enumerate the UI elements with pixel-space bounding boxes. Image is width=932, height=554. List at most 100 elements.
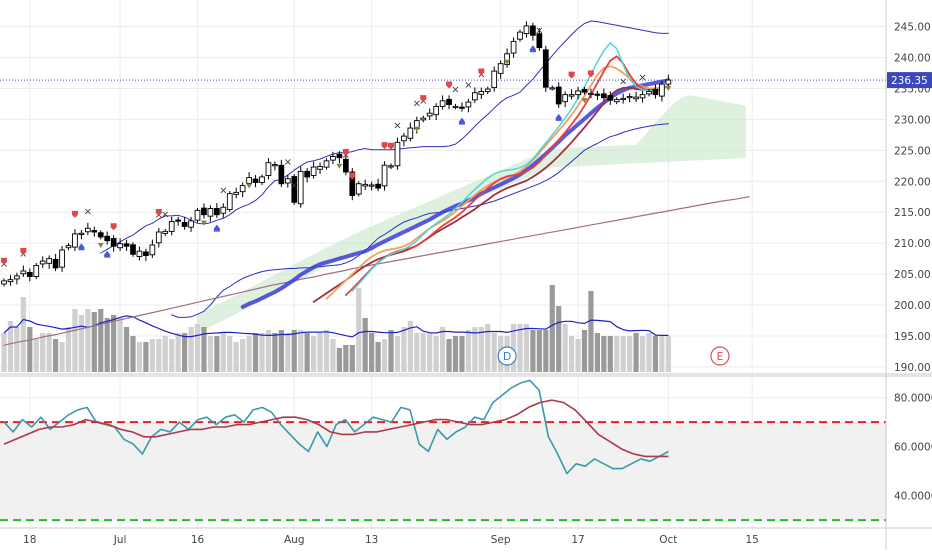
candle-body[interactable] xyxy=(297,170,304,205)
candle-body[interactable] xyxy=(323,160,330,168)
candle-body[interactable] xyxy=(394,141,401,167)
candle-body[interactable] xyxy=(104,235,111,242)
candle-body[interactable] xyxy=(510,40,517,54)
candle-body[interactable] xyxy=(343,158,349,173)
candle-body[interactable] xyxy=(659,83,665,97)
candle-body[interactable] xyxy=(304,170,311,178)
candle-body[interactable] xyxy=(59,249,65,268)
candle-body[interactable] xyxy=(233,191,240,195)
candle-body[interactable] xyxy=(465,101,472,108)
candle-body[interactable] xyxy=(123,243,130,247)
candle-body[interactable] xyxy=(46,258,53,264)
candle-body[interactable] xyxy=(652,88,659,96)
candle-body[interactable] xyxy=(362,183,369,187)
candle-body[interactable] xyxy=(420,117,427,121)
candle-body[interactable] xyxy=(542,49,549,88)
candle-body[interactable] xyxy=(246,177,252,184)
candle-body[interactable] xyxy=(149,244,156,256)
candle-body[interactable] xyxy=(613,99,620,103)
candle-body[interactable] xyxy=(426,112,433,117)
candle-body[interactable] xyxy=(194,209,201,221)
candle-body[interactable] xyxy=(626,96,633,99)
candle-body[interactable] xyxy=(562,94,569,103)
candle-body[interactable] xyxy=(310,166,317,176)
candle-body[interactable] xyxy=(284,178,291,184)
candle-body[interactable] xyxy=(491,70,498,89)
candle-body[interactable] xyxy=(213,208,220,216)
candle-body[interactable] xyxy=(401,135,407,142)
candle-body[interactable] xyxy=(575,90,581,96)
candle-body[interactable] xyxy=(239,185,246,193)
candle-body[interactable] xyxy=(459,106,465,109)
candle-body[interactable] xyxy=(84,227,91,233)
candle-body[interactable] xyxy=(207,208,214,217)
earnings-event-icon[interactable] xyxy=(710,346,730,366)
candle-body[interactable] xyxy=(549,87,556,90)
candle-body[interactable] xyxy=(91,230,98,233)
candle-body[interactable] xyxy=(497,63,504,74)
candle-body[interactable] xyxy=(581,88,588,93)
candle-body[interactable] xyxy=(143,251,149,256)
candle-body[interactable] xyxy=(1,280,7,285)
candle-body[interactable] xyxy=(594,93,601,96)
candle-body[interactable] xyxy=(130,244,136,255)
candle-body[interactable] xyxy=(39,260,46,265)
candle-body[interactable] xyxy=(117,243,123,249)
panel-divider[interactable] xyxy=(0,373,932,377)
candle-body[interactable] xyxy=(272,164,278,167)
candle-body[interactable] xyxy=(633,96,639,100)
candle-body[interactable] xyxy=(439,100,446,107)
candle-body[interactable] xyxy=(452,105,459,109)
candle-body[interactable] xyxy=(265,162,272,176)
candle-body[interactable] xyxy=(97,232,104,238)
candle-body[interactable] xyxy=(472,92,478,101)
candle-body[interactable] xyxy=(568,94,575,97)
candle-body[interactable] xyxy=(517,31,523,40)
candle-body[interactable] xyxy=(601,93,607,99)
candle-body[interactable] xyxy=(446,98,452,105)
candle-body[interactable] xyxy=(252,178,259,183)
candle-body[interactable] xyxy=(65,245,72,249)
dividend-event-icon[interactable] xyxy=(497,346,517,366)
candle-body[interactable] xyxy=(7,279,14,283)
candle-body[interactable] xyxy=(375,183,381,189)
candle-body[interactable] xyxy=(136,250,143,257)
candle-body[interactable] xyxy=(291,176,298,203)
candle-body[interactable] xyxy=(388,165,394,168)
candle-body[interactable] xyxy=(201,207,207,216)
candle-body[interactable] xyxy=(168,221,175,232)
candle-body[interactable] xyxy=(259,176,265,183)
candle-body[interactable] xyxy=(433,105,440,116)
candle-body[interactable] xyxy=(220,206,227,214)
candle-body[interactable] xyxy=(530,25,536,36)
candle-body[interactable] xyxy=(226,193,233,210)
candle-body[interactable] xyxy=(555,86,562,105)
candle-body[interactable] xyxy=(33,264,40,278)
candle-body[interactable] xyxy=(78,232,85,235)
candle-body[interactable] xyxy=(72,233,78,248)
candle-body[interactable] xyxy=(162,230,169,234)
candle-body[interactable] xyxy=(646,91,652,95)
candle-body[interactable] xyxy=(381,164,388,187)
candle-body[interactable] xyxy=(639,94,646,99)
candle-body[interactable] xyxy=(484,88,491,92)
candle-body[interactable] xyxy=(155,231,162,244)
candle-body[interactable] xyxy=(188,220,194,228)
candle-body[interactable] xyxy=(20,270,27,275)
candle-body[interactable] xyxy=(278,164,285,185)
candle-body[interactable] xyxy=(536,33,543,49)
candle-body[interactable] xyxy=(175,219,182,222)
candle-body[interactable] xyxy=(349,171,356,196)
candle-body[interactable] xyxy=(110,237,117,247)
candle-body[interactable] xyxy=(317,165,323,170)
candle-body[interactable] xyxy=(330,156,336,161)
candle-body[interactable] xyxy=(355,183,362,195)
candle-body[interactable] xyxy=(607,95,614,101)
candle-body[interactable] xyxy=(665,79,672,85)
candle-body[interactable] xyxy=(588,92,594,96)
candle-body[interactable] xyxy=(368,184,375,187)
candle-body[interactable] xyxy=(52,258,59,269)
candle-body[interactable] xyxy=(620,97,627,101)
candle-body[interactable] xyxy=(181,222,188,227)
